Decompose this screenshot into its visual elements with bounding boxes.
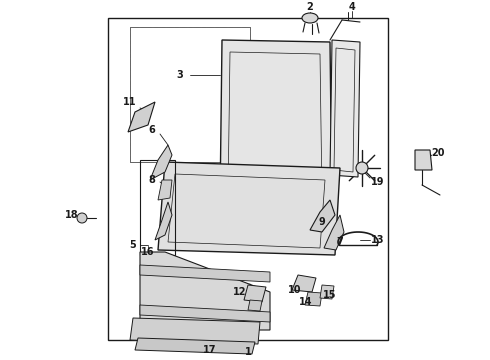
Polygon shape <box>158 180 172 200</box>
Circle shape <box>356 162 368 174</box>
Text: 19: 19 <box>371 177 385 187</box>
Polygon shape <box>140 265 270 282</box>
Text: 6: 6 <box>148 125 155 135</box>
Polygon shape <box>244 285 266 302</box>
Polygon shape <box>330 40 360 177</box>
Text: 15: 15 <box>323 290 337 300</box>
Text: 14: 14 <box>299 297 313 307</box>
Bar <box>130 27 250 162</box>
Text: 10: 10 <box>288 285 302 295</box>
Text: 8: 8 <box>148 175 155 185</box>
Text: 13: 13 <box>371 235 385 245</box>
Polygon shape <box>158 162 340 255</box>
Text: 7: 7 <box>337 237 343 247</box>
Bar <box>130 27 250 162</box>
Text: 3: 3 <box>176 70 183 80</box>
Bar <box>140 160 175 255</box>
Polygon shape <box>155 202 172 240</box>
Polygon shape <box>324 215 344 250</box>
Text: 20: 20 <box>431 148 445 158</box>
Text: 5: 5 <box>130 240 136 250</box>
Polygon shape <box>310 200 335 232</box>
Text: 11: 11 <box>123 97 137 107</box>
Bar <box>108 18 388 340</box>
Text: 2: 2 <box>307 2 314 12</box>
Ellipse shape <box>302 13 318 23</box>
Polygon shape <box>305 292 322 306</box>
Text: 12: 12 <box>233 287 247 297</box>
Bar <box>130 27 250 162</box>
Polygon shape <box>128 102 155 132</box>
Text: 1: 1 <box>245 347 251 357</box>
Polygon shape <box>320 285 334 299</box>
Polygon shape <box>292 275 316 292</box>
Text: 18: 18 <box>65 210 79 220</box>
Polygon shape <box>415 150 432 170</box>
Circle shape <box>77 213 87 223</box>
Text: 4: 4 <box>348 2 355 12</box>
Polygon shape <box>135 338 255 354</box>
Polygon shape <box>248 300 262 311</box>
Polygon shape <box>140 252 270 330</box>
Polygon shape <box>130 318 260 344</box>
Text: 16: 16 <box>141 247 155 257</box>
Text: 17: 17 <box>203 345 217 355</box>
Polygon shape <box>220 40 332 205</box>
Text: 9: 9 <box>318 217 325 227</box>
Polygon shape <box>140 305 270 322</box>
Polygon shape <box>150 145 172 180</box>
